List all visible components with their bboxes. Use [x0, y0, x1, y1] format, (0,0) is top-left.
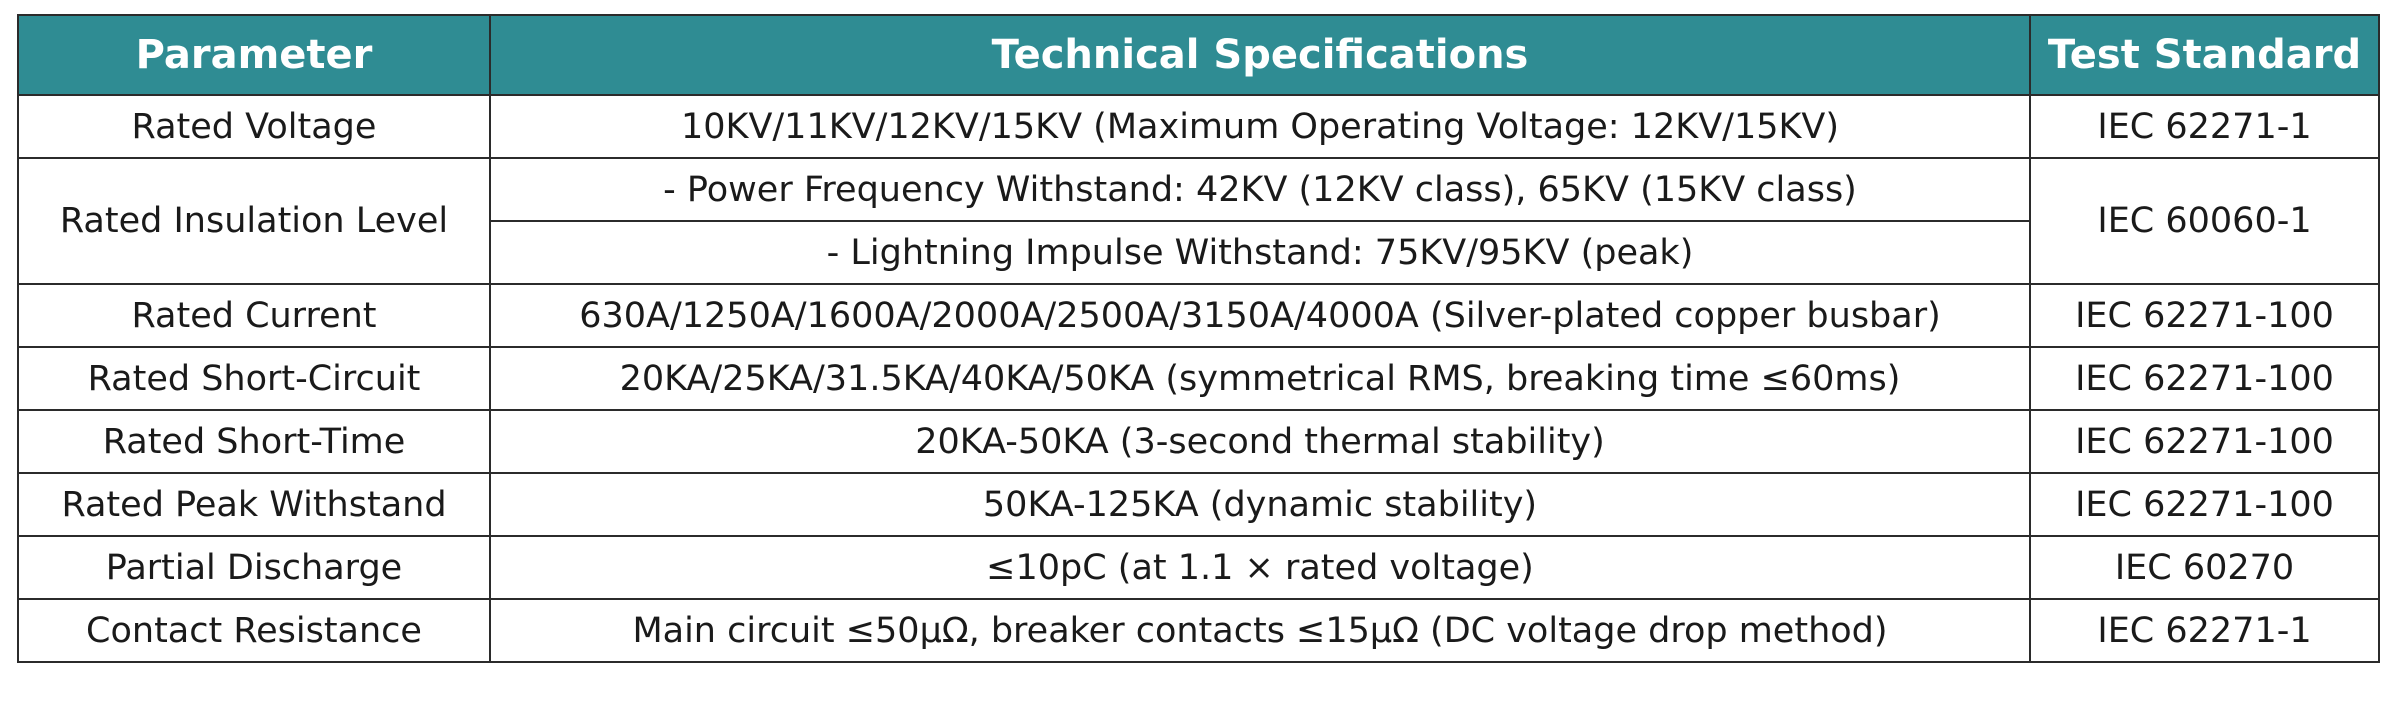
standard-cell: IEC 62271-1 — [2029, 94, 2380, 159]
table-header: Parameter Technical Specifications Test … — [17, 14, 2380, 96]
table-row: Rated Insulation Level - Power Frequency… — [17, 157, 2380, 285]
table-row: Rated Short-Time 20KA-50KA (3-second the… — [17, 409, 2380, 474]
specification-cell: 630A/1250A/1600A/2000A/2500A/3150A/4000A… — [489, 283, 2031, 348]
table-body: Rated Voltage 10KV/11KV/12KV/15KV (Maxim… — [17, 94, 2380, 663]
standard-cell: IEC 60060-1 — [2029, 157, 2380, 285]
header-test-standard: Test Standard — [2029, 14, 2380, 96]
specification-cell: ≤10pC (at 1.1 × rated voltage) — [489, 535, 2031, 600]
parameter-cell: Partial Discharge — [17, 535, 491, 600]
specification-cell: Main circuit ≤50μΩ, breaker contacts ≤15… — [489, 598, 2031, 663]
table-row: Rated Voltage 10KV/11KV/12KV/15KV (Maxim… — [17, 94, 2380, 159]
parameter-cell: Rated Voltage — [17, 94, 491, 159]
specification-cell: 20KA/25KA/31.5KA/40KA/50KA (symmetrical … — [489, 346, 2031, 411]
standard-cell: IEC 62271-100 — [2029, 283, 2380, 348]
parameter-cell: Rated Current — [17, 283, 491, 348]
standard-cell: IEC 62271-100 — [2029, 472, 2380, 537]
parameter-cell: Rated Short-Circuit — [17, 346, 491, 411]
specification-cell: 50KA-125KA (dynamic stability) — [489, 472, 2031, 537]
header-parameter: Parameter — [17, 14, 491, 96]
table-row: Partial Discharge ≤10pC (at 1.1 × rated … — [17, 535, 2380, 600]
parameter-cell: Rated Peak Withstand — [17, 472, 491, 537]
table-row: Contact Resistance Main circuit ≤50μΩ, b… — [17, 598, 2380, 663]
standard-cell: IEC 60270 — [2029, 535, 2380, 600]
parameter-cell: Contact Resistance — [17, 598, 491, 663]
table-row: Rated Short-Circuit 20KA/25KA/31.5KA/40K… — [17, 346, 2380, 411]
parameter-cell: Rated Short-Time — [17, 409, 491, 474]
header-row: Parameter Technical Specifications Test … — [17, 14, 2380, 96]
parameter-cell: Rated Insulation Level — [17, 157, 491, 285]
table-row: Rated Current 630A/1250A/1600A/2000A/250… — [17, 283, 2380, 348]
table-row: - Lightning Impulse Withstand: 75KV/95KV… — [18, 220, 2379, 285]
standard-cell: IEC 62271-100 — [2029, 346, 2380, 411]
specification-cell: 20KA-50KA (3-second thermal stability) — [489, 409, 2031, 474]
specification-cell: - Power Frequency Withstand: 42KV (12KV … — [489, 157, 2031, 222]
standard-cell: IEC 62271-100 — [2029, 409, 2380, 474]
standard-cell: IEC 62271-1 — [2029, 598, 2380, 663]
header-technical-specifications: Technical Specifications — [489, 14, 2031, 96]
specification-cell: - Lightning Impulse Withstand: 75KV/95KV… — [489, 220, 2031, 285]
table-row: Rated Peak Withstand 50KA-125KA (dynamic… — [17, 472, 2380, 537]
spec-table: Parameter Technical Specifications Test … — [17, 14, 2380, 663]
specification-cell: 10KV/11KV/12KV/15KV (Maximum Operating V… — [489, 94, 2031, 159]
